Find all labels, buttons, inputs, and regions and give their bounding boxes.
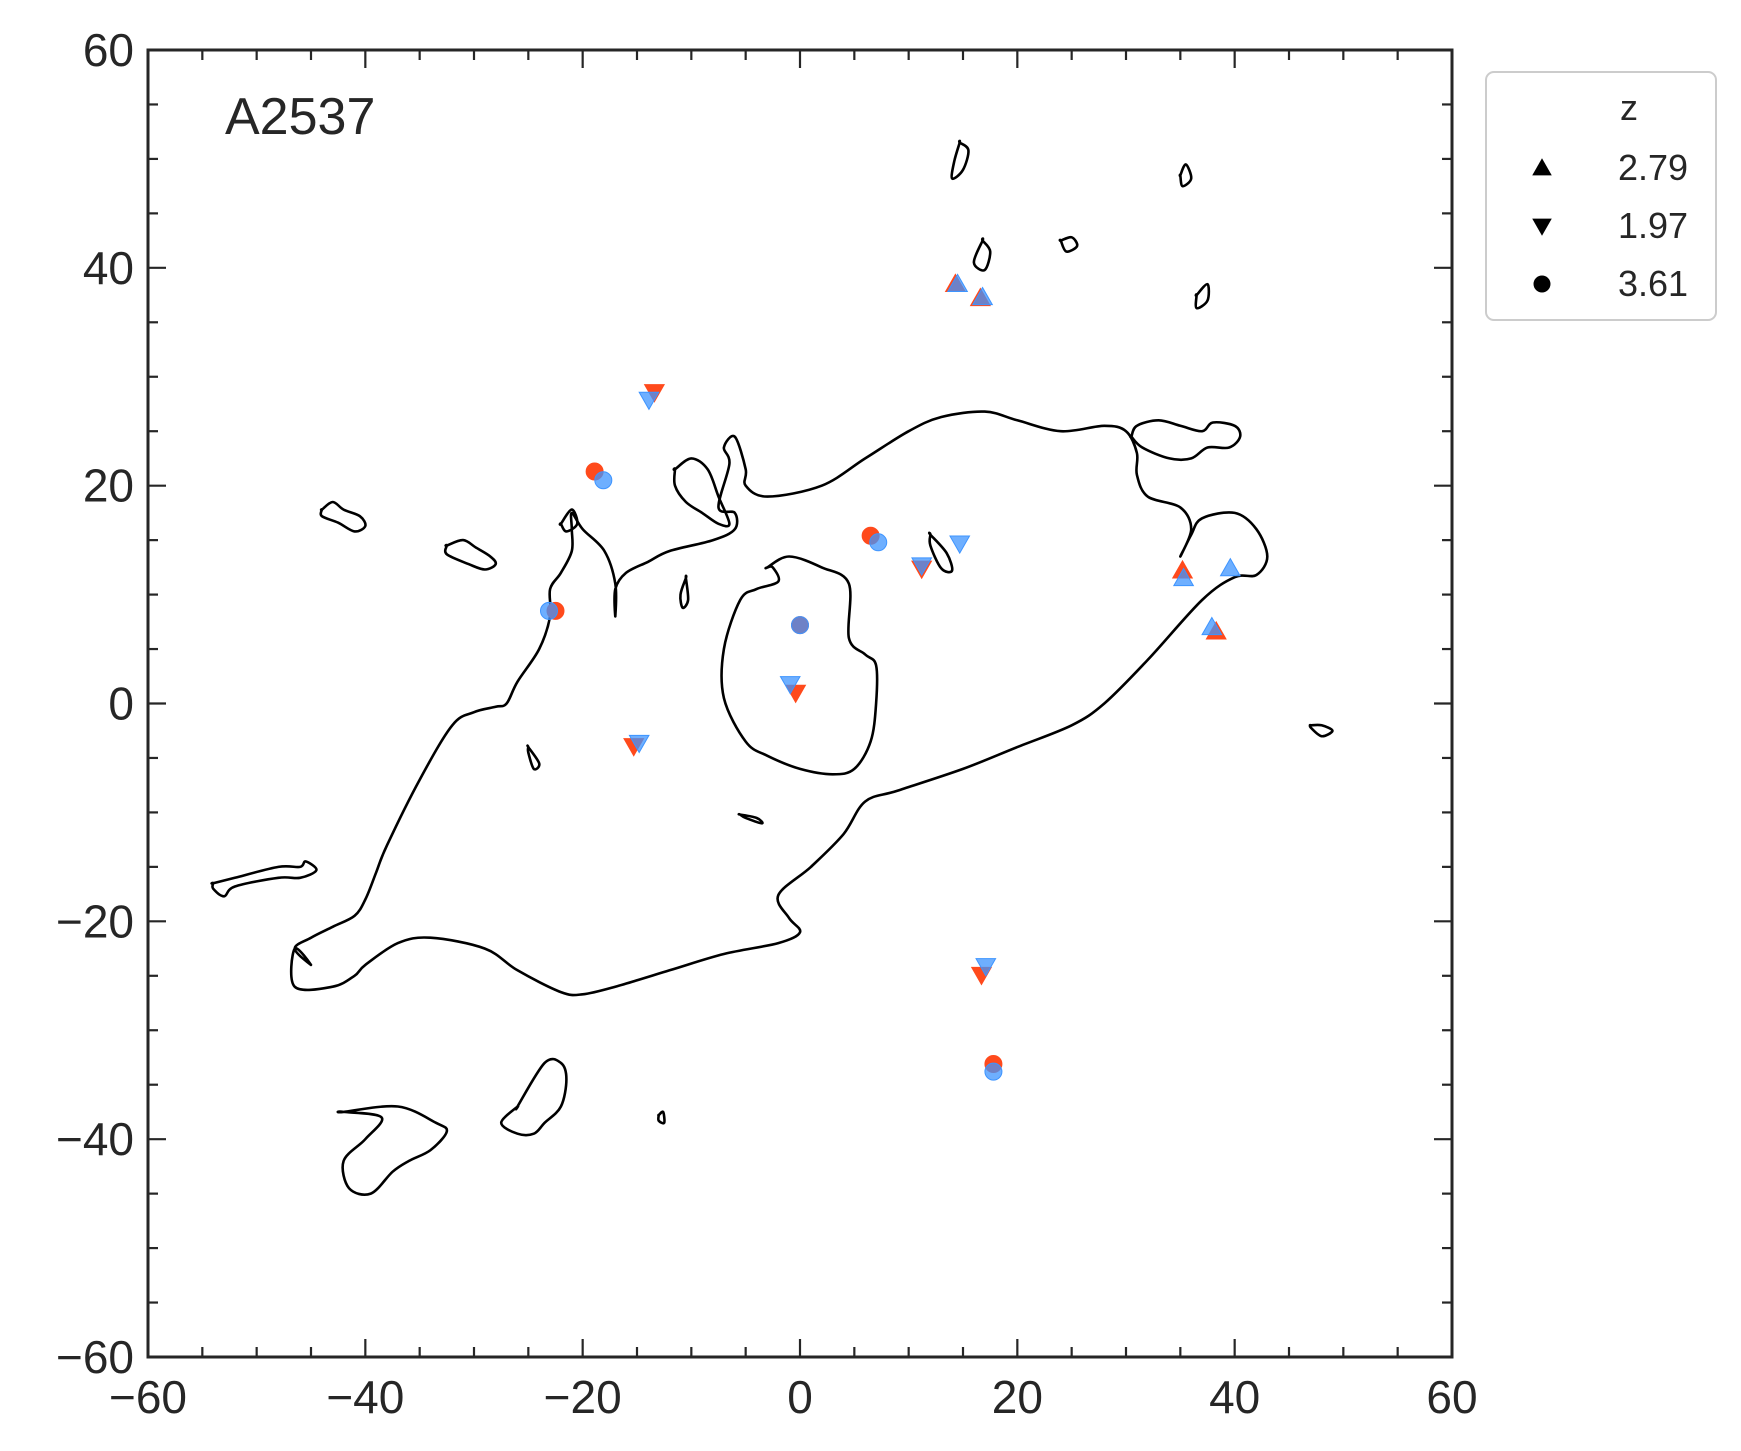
critical-curve-4 [443,538,498,571]
x-tick-label: 0 [787,1371,813,1423]
legend-label: 3.61 [1618,263,1688,304]
critical-curve-11 [1058,235,1079,253]
critical-curve-3 [319,500,367,533]
critical-curve-9 [950,139,970,181]
model-image-triangle-up-0 [946,273,969,293]
critical-curve-6 [558,508,579,533]
y-tick-label: −20 [56,895,134,947]
y-tick-label: 40 [83,242,134,294]
legend-box [1485,71,1717,321]
critical-curve-17 [210,860,318,898]
legend-marker-circle [1533,275,1551,293]
critical-curve-8 [927,531,954,574]
critical-curves [210,139,1334,1196]
legend-marker-triangle-down [1532,218,1552,236]
critical-curve-13 [1194,282,1211,310]
critical-curve-16 [737,812,764,825]
x-tick-label: 60 [1426,1371,1477,1423]
critical-curve-12 [1178,163,1193,188]
model-image-triangle-down-2 [779,676,801,695]
legend: z 2.79 1.97 3.61 [1485,71,1717,321]
y-tick-label: −40 [56,1113,134,1165]
image-markers [539,273,1241,1081]
legend-entries: 2.79 1.97 3.61 [1532,147,1688,304]
model-image-triangle-up-4 [1219,557,1241,577]
critical-curve-18 [336,1104,449,1196]
model-image-triangle-up-2 [1172,567,1195,587]
model-image-circle-4 [984,1062,1003,1081]
critical-curve-15 [526,744,541,771]
legend-label: 2.79 [1618,147,1688,188]
model-image-triangle-down-4 [911,557,933,576]
legend-marker-triangle-up [1532,158,1552,176]
critical-curve-20 [657,1110,666,1125]
model-image-triangle-down-0 [638,391,660,411]
x-tick-label: 20 [992,1371,1043,1423]
critical-curve-0 [289,410,1269,997]
y-tick-label: 20 [83,460,134,512]
critical-curve-1 [720,555,879,776]
model-image-circle-2 [869,533,888,552]
legend-title: z [1620,87,1638,128]
cluster-label: A2537 [225,88,375,146]
critical-curve-7 [679,574,690,610]
x-tick-label: 40 [1209,1371,1260,1423]
x-tick-label: −60 [109,1371,187,1423]
model-image-circle-1 [539,601,558,620]
critical-curve-10 [972,237,992,272]
x-tick-label: −20 [544,1371,622,1423]
model-image-triangle-down-5 [949,535,971,555]
model-image-triangle-up-3 [1201,616,1223,636]
critical-curve-19 [499,1057,568,1137]
axis-ticks: −60 −40 −20 0 20 40 60 −60 −40 −20 0 20 40 60 [56,24,1478,1423]
y-tick-label: −60 [56,1331,134,1383]
model-image-triangle-up-1 [971,286,994,306]
critical-curve-14 [1308,723,1334,738]
x-tick-label: −40 [326,1371,404,1423]
model-image-circle-3 [791,616,809,635]
model-image-triangle-down-3 [975,958,997,977]
model-image-circle-0 [594,471,613,490]
y-tick-label: 60 [83,24,134,76]
y-tick-label: 0 [108,678,134,730]
legend-label: 1.97 [1618,205,1688,246]
critical-curve-5 [672,457,731,528]
critical-curve-2 [1129,419,1242,462]
model-image-triangle-down-1 [628,734,650,754]
